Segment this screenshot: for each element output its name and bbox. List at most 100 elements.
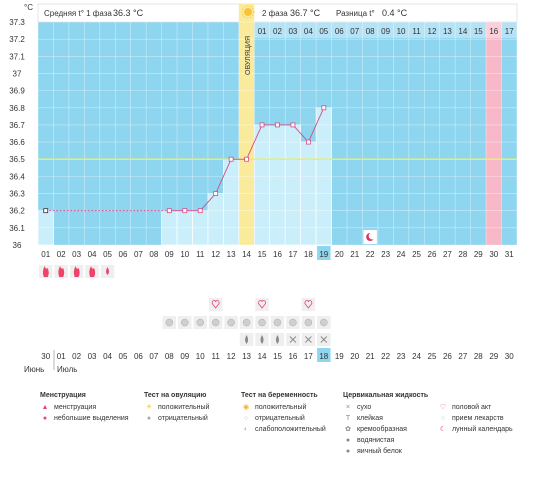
gray-circle-icon — [273, 318, 282, 327]
legend-label: сухо — [357, 404, 372, 411]
x-tick-label: 01 — [41, 250, 50, 259]
temperature-point[interactable] — [43, 208, 49, 214]
temperature-point[interactable] — [228, 156, 234, 162]
calendar-date: 06 — [134, 352, 143, 361]
legend-label: яичный белок — [357, 448, 402, 455]
y-tick-label: 37 — [13, 69, 22, 78]
phase2-day-label: 11 — [412, 27, 421, 36]
gray-circle-icon — [211, 318, 220, 327]
egg-white-icon — [260, 335, 264, 344]
temperature-point[interactable] — [197, 208, 203, 214]
temperature-point[interactable] — [305, 139, 311, 145]
x-tick-label: 13 — [227, 250, 236, 259]
temperature-line — [246, 124, 263, 160]
gray-circle-icon — [258, 318, 266, 327]
phase2-day-label: 10 — [397, 27, 406, 36]
calendar-date: 17 — [304, 352, 313, 361]
calendar-date: 20 — [350, 352, 359, 361]
phase2-day-cell — [316, 22, 332, 38]
weak-icon: ◐ — [243, 426, 249, 433]
gray-circle-icon — [196, 318, 204, 327]
diff-label: Разница t° — [336, 9, 375, 18]
temperature-point[interactable] — [166, 208, 172, 214]
x-tick-label: 15 — [258, 250, 267, 259]
calendar-date: 23 — [397, 352, 406, 361]
calendar-date: 14 — [258, 352, 267, 361]
phase2-day-cell — [486, 22, 502, 38]
calendar-date: 10 — [196, 352, 205, 361]
gray-circle-icon — [181, 318, 189, 327]
legend-item: ✿ кремообразная — [343, 424, 428, 435]
legend-label: менструация — [54, 404, 97, 411]
temperature-point[interactable] — [259, 122, 265, 128]
flame-icon — [89, 266, 96, 277]
heart-icon — [304, 300, 313, 309]
legend-item: ♡ половой акт — [438, 402, 513, 413]
x-tick-label: 29 — [474, 250, 483, 259]
legend-other: ♡ половой акт ○ прием лекарств ☾ лунный кал… — [438, 402, 513, 435]
temperature-bar — [269, 124, 286, 246]
temperature-point[interactable] — [321, 105, 327, 111]
calendar-date: 05 — [119, 352, 128, 361]
temperature-point[interactable] — [275, 122, 280, 128]
temperature-point[interactable] — [182, 208, 188, 214]
y-tick-label: 36.8 — [9, 104, 25, 113]
temperature-point[interactable] — [290, 122, 296, 128]
y-tick-label: 36 — [13, 241, 22, 250]
y-tick-label: 37.1 — [9, 52, 25, 61]
phase2-value: 36.7 °C — [290, 8, 321, 18]
moon-icon: ☾ — [439, 426, 447, 433]
y-tick-label: 37.3 — [9, 18, 25, 27]
calendar-date: 30 — [41, 352, 50, 361]
legend-title: Тест на овуляцию — [144, 392, 207, 399]
x-tick-label: 03 — [72, 250, 81, 259]
temperature-point[interactable] — [244, 156, 249, 162]
x-tick-label: 07 — [134, 250, 143, 259]
calendar-date: 26 — [443, 352, 452, 361]
intercourse-cell[interactable] — [208, 298, 223, 311]
phase2-day-cell — [347, 22, 363, 38]
today-highlight — [317, 348, 331, 362]
legend-ovulation-test: Тест на овуляцию ☀ положительный ● отрицат… — [144, 392, 209, 424]
x-tick-label: 02 — [57, 250, 66, 259]
legend-label: отрицательный — [255, 415, 305, 422]
calendar-date: 24 — [412, 352, 421, 361]
drop-icon — [106, 267, 110, 275]
x-tick-label: 09 — [165, 250, 174, 259]
x-tick-label: 23 — [381, 250, 390, 259]
calendar-date: 02 — [72, 352, 81, 361]
x-tick-label: 08 — [149, 250, 158, 259]
y-tick-label: 36.9 — [9, 87, 25, 96]
phase2-day-cell — [439, 22, 456, 38]
x-tick-label: 04 — [88, 250, 97, 259]
phase2-day-label: 06 — [335, 27, 344, 36]
phase2-day-cell — [269, 22, 286, 38]
flame-icon — [58, 266, 65, 277]
phase2-day-label: 16 — [489, 27, 498, 36]
y-tick-label: 36.1 — [9, 224, 25, 233]
temperature-line — [215, 159, 232, 194]
intercourse-cell[interactable] — [255, 298, 269, 311]
legend-label: небольшие выделения — [54, 415, 129, 422]
legend-item: ○ прием лекарств — [438, 413, 513, 424]
current-day-highlight — [317, 246, 331, 260]
phase2-day-label: 17 — [505, 27, 514, 36]
temperature-line — [307, 107, 325, 143]
legend-title: Цервикальная жидкость — [343, 392, 429, 399]
heart-icon: ♡ — [439, 404, 447, 411]
legend-menstruation: Менструация ▲ менструация ● небольшие выде… — [40, 392, 129, 424]
calendar-date: 18 — [319, 352, 328, 361]
legend-title: Менструация — [40, 392, 86, 399]
x-tick-label: 30 — [489, 250, 498, 259]
phase2-day-cell — [501, 22, 517, 38]
temperature-point[interactable] — [213, 191, 219, 196]
intercourse-cell[interactable] — [301, 298, 316, 311]
phase2-day-label: 09 — [381, 27, 390, 36]
legend-item: ○ отрицательный — [241, 413, 326, 424]
gray-circle-icon — [165, 318, 174, 327]
sun-icon — [241, 5, 255, 19]
flame-icon — [42, 266, 49, 277]
egg-white-icon — [275, 335, 279, 344]
gray-circle-icon — [242, 318, 251, 327]
